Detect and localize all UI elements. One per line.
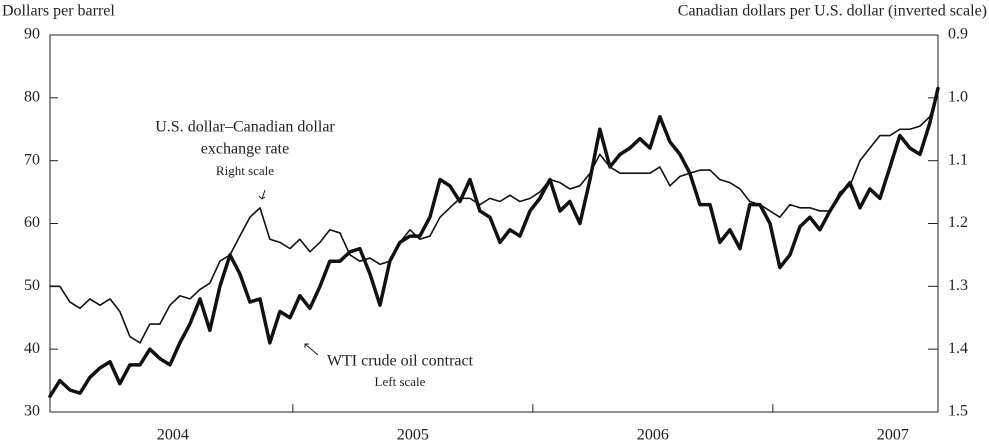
y-tick-label: 70 [24, 151, 40, 168]
series-line [48, 86, 940, 399]
y2-tick-label: 1.2 [948, 214, 968, 231]
y2-tick-label: 1.3 [948, 277, 968, 294]
annotation: exchange rate [201, 141, 289, 158]
x-tick-label: 2007 [877, 427, 909, 444]
arrow-head [258, 195, 266, 200]
arrow [304, 343, 319, 356]
x-tick-label: 2005 [397, 427, 429, 444]
y-tick-label: 50 [24, 277, 40, 294]
y2-axis-label: Canadian dollars per U.S. dollar (invert… [678, 3, 987, 20]
y-tick-label: 90 [24, 26, 40, 43]
y2-tick-label: 1.4 [948, 340, 968, 357]
y2-tick-label: 1.1 [948, 151, 968, 168]
x-tick-label: 2006 [637, 427, 669, 444]
y2-tick-label: 1.0 [948, 89, 968, 106]
annotation: WTI crude oil contract [327, 353, 474, 370]
y2-tick-label: 1.5 [948, 403, 968, 420]
y2-tick-label: 0.9 [948, 26, 968, 43]
y-tick-label: 30 [24, 403, 40, 420]
series-line [49, 90, 939, 344]
y-axis-label: Dollars per barrel [2, 3, 115, 20]
annotation: U.S. dollar–Canadian dollar [155, 119, 335, 136]
y-tick-label: 80 [24, 89, 40, 106]
arrow-head [304, 343, 309, 348]
x-tick-label: 2004 [157, 427, 189, 444]
annotation: Left scale [375, 374, 426, 389]
arrows [258, 189, 319, 356]
y-tick-label: 60 [24, 214, 40, 231]
y-tick-label: 40 [24, 340, 40, 357]
arrow [261, 189, 266, 200]
annotation: Right scale [216, 163, 274, 178]
